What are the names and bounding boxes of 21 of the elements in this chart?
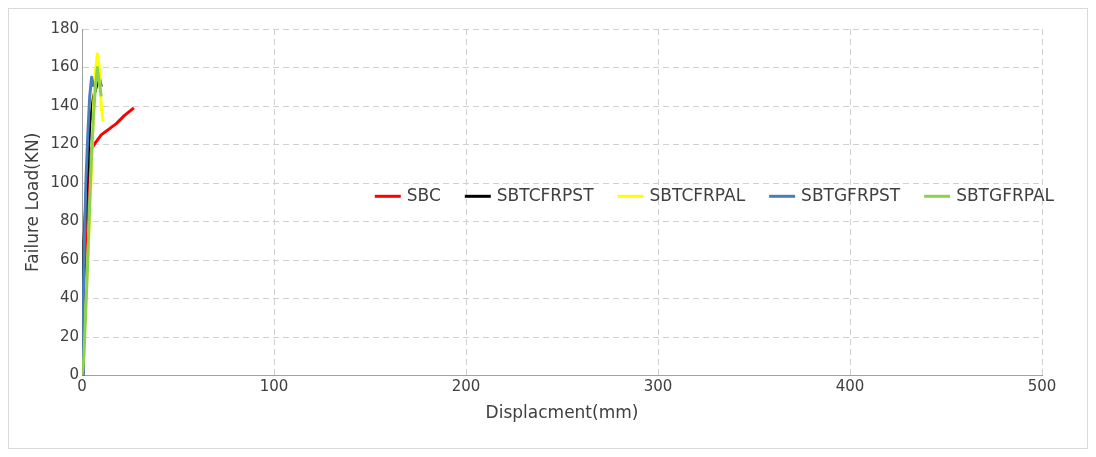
y-tick-label: 140 xyxy=(50,95,80,114)
y-tick-label: 20 xyxy=(59,326,80,345)
legend-label: SBTGFRPAL xyxy=(956,184,1055,205)
y-tick-label: 60 xyxy=(59,249,80,268)
legend-label: SBTGFRPST xyxy=(801,184,901,205)
legend-label: SBC xyxy=(406,184,441,205)
x-tick-label: 200 xyxy=(451,377,481,396)
legend-label: SBTCFRPST xyxy=(496,184,595,205)
x-axis-title: Displacment(mm) xyxy=(485,402,639,423)
y-tick-label: 80 xyxy=(59,211,80,230)
y-tick-label: 160 xyxy=(50,57,80,76)
y-tick-label: 100 xyxy=(50,172,80,191)
y-tick-label: 180 xyxy=(50,18,80,37)
x-tick-label: 400 xyxy=(835,377,865,396)
y-tick-label: 40 xyxy=(59,288,80,307)
legend-label: SBTCFRPAL xyxy=(649,184,746,205)
x-tick-label: 300 xyxy=(643,377,673,396)
x-tick-label: 100 xyxy=(259,377,289,396)
y-tick-label: 120 xyxy=(50,134,80,153)
y-axis-title: Failure Load(KN) xyxy=(21,132,42,272)
x-tick-label: 500 xyxy=(1027,377,1057,396)
